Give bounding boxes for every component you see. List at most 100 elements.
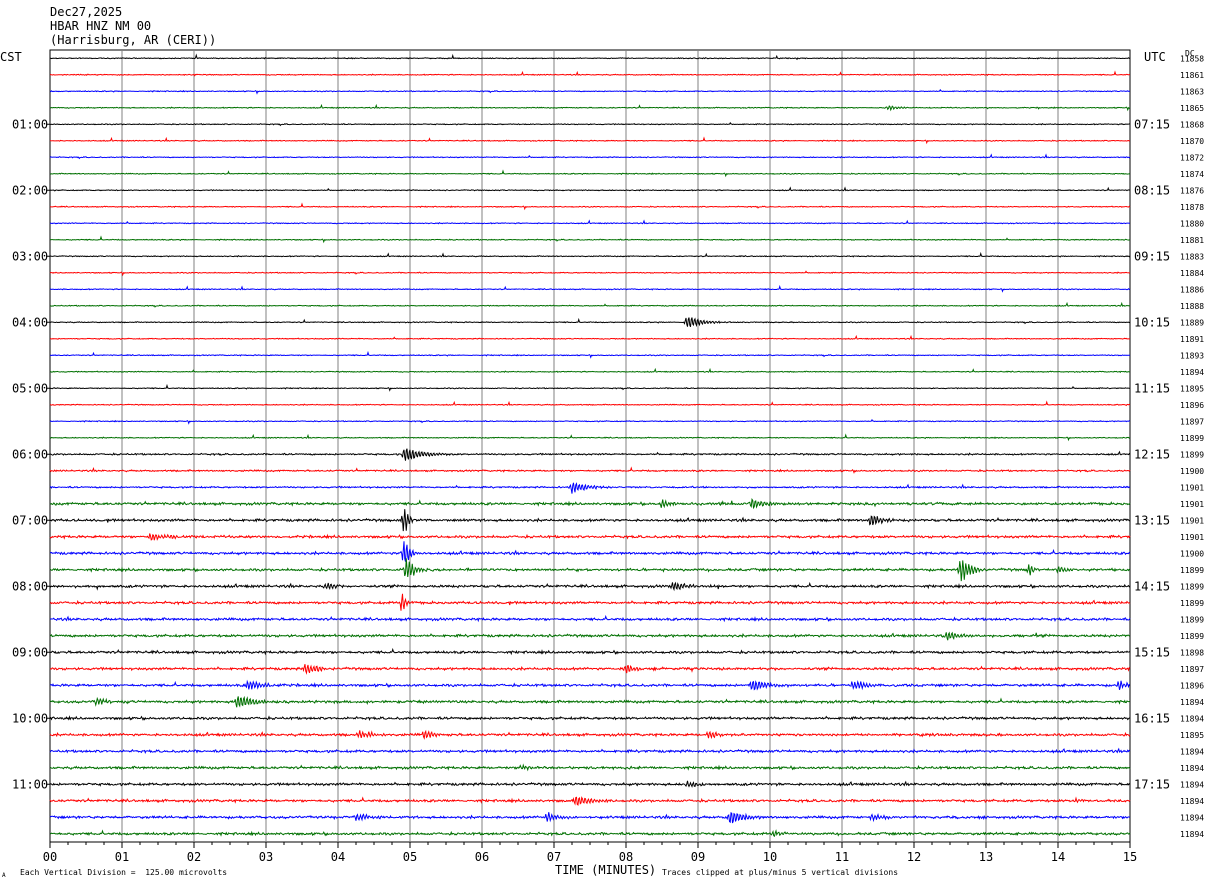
x-tick-label: 07: [547, 850, 561, 864]
trace-row-5: [49, 136, 1131, 145]
trace-row-43: [49, 763, 1131, 772]
dc-offset-label: 11894: [1180, 698, 1204, 707]
dc-offset-label: 11894: [1180, 830, 1204, 839]
x-tick-label: 12: [907, 850, 921, 864]
trace-row-9: [49, 202, 1131, 211]
x-tick-label: 00: [43, 850, 57, 864]
trace-row-10: [49, 219, 1131, 225]
trace-row-47: [49, 829, 1131, 838]
trace-row-25: [49, 466, 1131, 474]
dc-offset-label: 11900: [1180, 467, 1204, 476]
x-tick-label: 13: [979, 850, 993, 864]
right-time-label: 13:15: [1134, 513, 1170, 527]
dc-offset-label: 11894: [1180, 747, 1204, 756]
left-time-label: 11:00: [12, 777, 48, 791]
dc-offset-label: 11899: [1180, 632, 1204, 641]
trace-row-2: [49, 88, 1131, 95]
dc-offset-label: 11899: [1180, 582, 1204, 591]
dc-offset-label: 11899: [1180, 615, 1204, 624]
trace-row-23: [49, 433, 1131, 442]
left-time-label: 08:00: [12, 579, 48, 593]
trace-row-16: [49, 317, 1131, 328]
scale-note: Each Vertical Division = 125.00 microvol…: [20, 868, 228, 877]
trace-row-12: [49, 251, 1131, 258]
dc-offset-label: 11895: [1180, 731, 1204, 740]
trace-row-3: [49, 103, 1131, 112]
trace-row-38: [49, 679, 1130, 691]
dc-offset-label: 11899: [1180, 450, 1204, 459]
dc-offset-label: 11874: [1180, 170, 1204, 179]
dc-offset-label: 11901: [1180, 533, 1204, 542]
x-tick-label: 01: [115, 850, 129, 864]
trace-row-19: [49, 367, 1131, 374]
clip-note: Traces clipped at plus/minus 5 vertical …: [662, 868, 899, 877]
right-time-label: 12:15: [1134, 447, 1170, 461]
trace-row-18: [49, 350, 1131, 359]
trace-row-42: [49, 747, 1131, 755]
x-tick-label: 04: [331, 850, 345, 864]
right-time-label: 14:15: [1134, 579, 1170, 593]
right-time-label: 10:15: [1134, 315, 1170, 329]
left-time-label: 06:00: [12, 447, 48, 461]
dc-offset-label: 11894: [1180, 780, 1204, 789]
trace-row-32: [49, 581, 1131, 592]
dc-offset-label: 11894: [1180, 764, 1204, 773]
dc-offset-label: 11878: [1180, 203, 1204, 212]
trace-row-34: [49, 614, 1131, 623]
dc-offset-label: 11900: [1180, 549, 1204, 558]
dc-offset-label: 11883: [1180, 252, 1204, 261]
station-id: HBAR HNZ NM 00: [50, 19, 152, 33]
trace-row-7: [49, 169, 1131, 178]
dc-offset-label: 11897: [1180, 665, 1204, 674]
x-tick-label: 08: [619, 850, 633, 864]
left-time-label: 01:00: [12, 117, 48, 131]
right-time-label: 15:15: [1134, 645, 1170, 659]
dc-offset-label: 11894: [1180, 813, 1204, 822]
trace-row-1: [49, 70, 1131, 77]
left-axis-title: CST: [0, 50, 22, 64]
right-time-label: 11:15: [1134, 381, 1170, 395]
dc-offset-label: 11898: [1180, 648, 1204, 657]
trace-row-27: [49, 497, 1131, 510]
right-time-label: 08:15: [1134, 183, 1170, 197]
dc-offset-label: 11894: [1180, 368, 1204, 377]
left-time-label: 02:00: [12, 183, 48, 197]
dc-offset-label: 11894: [1180, 797, 1204, 806]
right-time-label: 07:15: [1134, 117, 1170, 131]
trace-row-44: [49, 780, 1131, 788]
right-axis-title: UTC: [1144, 50, 1166, 64]
trace-row-20: [49, 383, 1131, 392]
x-tick-label: 02: [187, 850, 201, 864]
dc-offset-label: 11888: [1180, 302, 1204, 311]
dc-offset-label: 11901: [1180, 516, 1204, 525]
dc-offset-label: 11897: [1180, 417, 1204, 426]
trace-row-46: [49, 812, 1131, 824]
trace-row-15: [49, 301, 1131, 308]
dc-offset-label: 11896: [1180, 401, 1204, 410]
trace-row-35: [49, 631, 1131, 641]
trace-row-37: [49, 664, 1131, 675]
trace-row-0: [49, 53, 1131, 61]
right-time-label: 09:15: [1134, 249, 1170, 263]
trace-row-36: [49, 647, 1131, 656]
trace-row-39: [49, 695, 1131, 708]
trace-group: [49, 53, 1131, 838]
corner-mark: A: [2, 872, 6, 879]
dc-offset-label: 11880: [1180, 219, 1204, 228]
trace-row-24: [49, 448, 1131, 461]
dc-offset-label: 11899: [1180, 434, 1204, 443]
dc-offset-label: 11884: [1180, 269, 1204, 278]
trace-row-45: [49, 796, 1131, 806]
trace-row-29: [49, 533, 1131, 541]
trace-row-11: [49, 235, 1131, 244]
trace-row-21: [49, 400, 1131, 407]
left-time-label: 05:00: [12, 381, 48, 395]
left-time-label: 09:00: [12, 645, 48, 659]
right-time-label: 16:15: [1134, 711, 1170, 725]
trace-row-40: [49, 715, 1131, 722]
x-tick-label: 15: [1123, 850, 1137, 864]
dc-offset-label: 11863: [1180, 87, 1204, 96]
x-tick-label: 10: [763, 850, 777, 864]
station-location: (Harrisburg, AR (CERI)): [50, 33, 217, 47]
